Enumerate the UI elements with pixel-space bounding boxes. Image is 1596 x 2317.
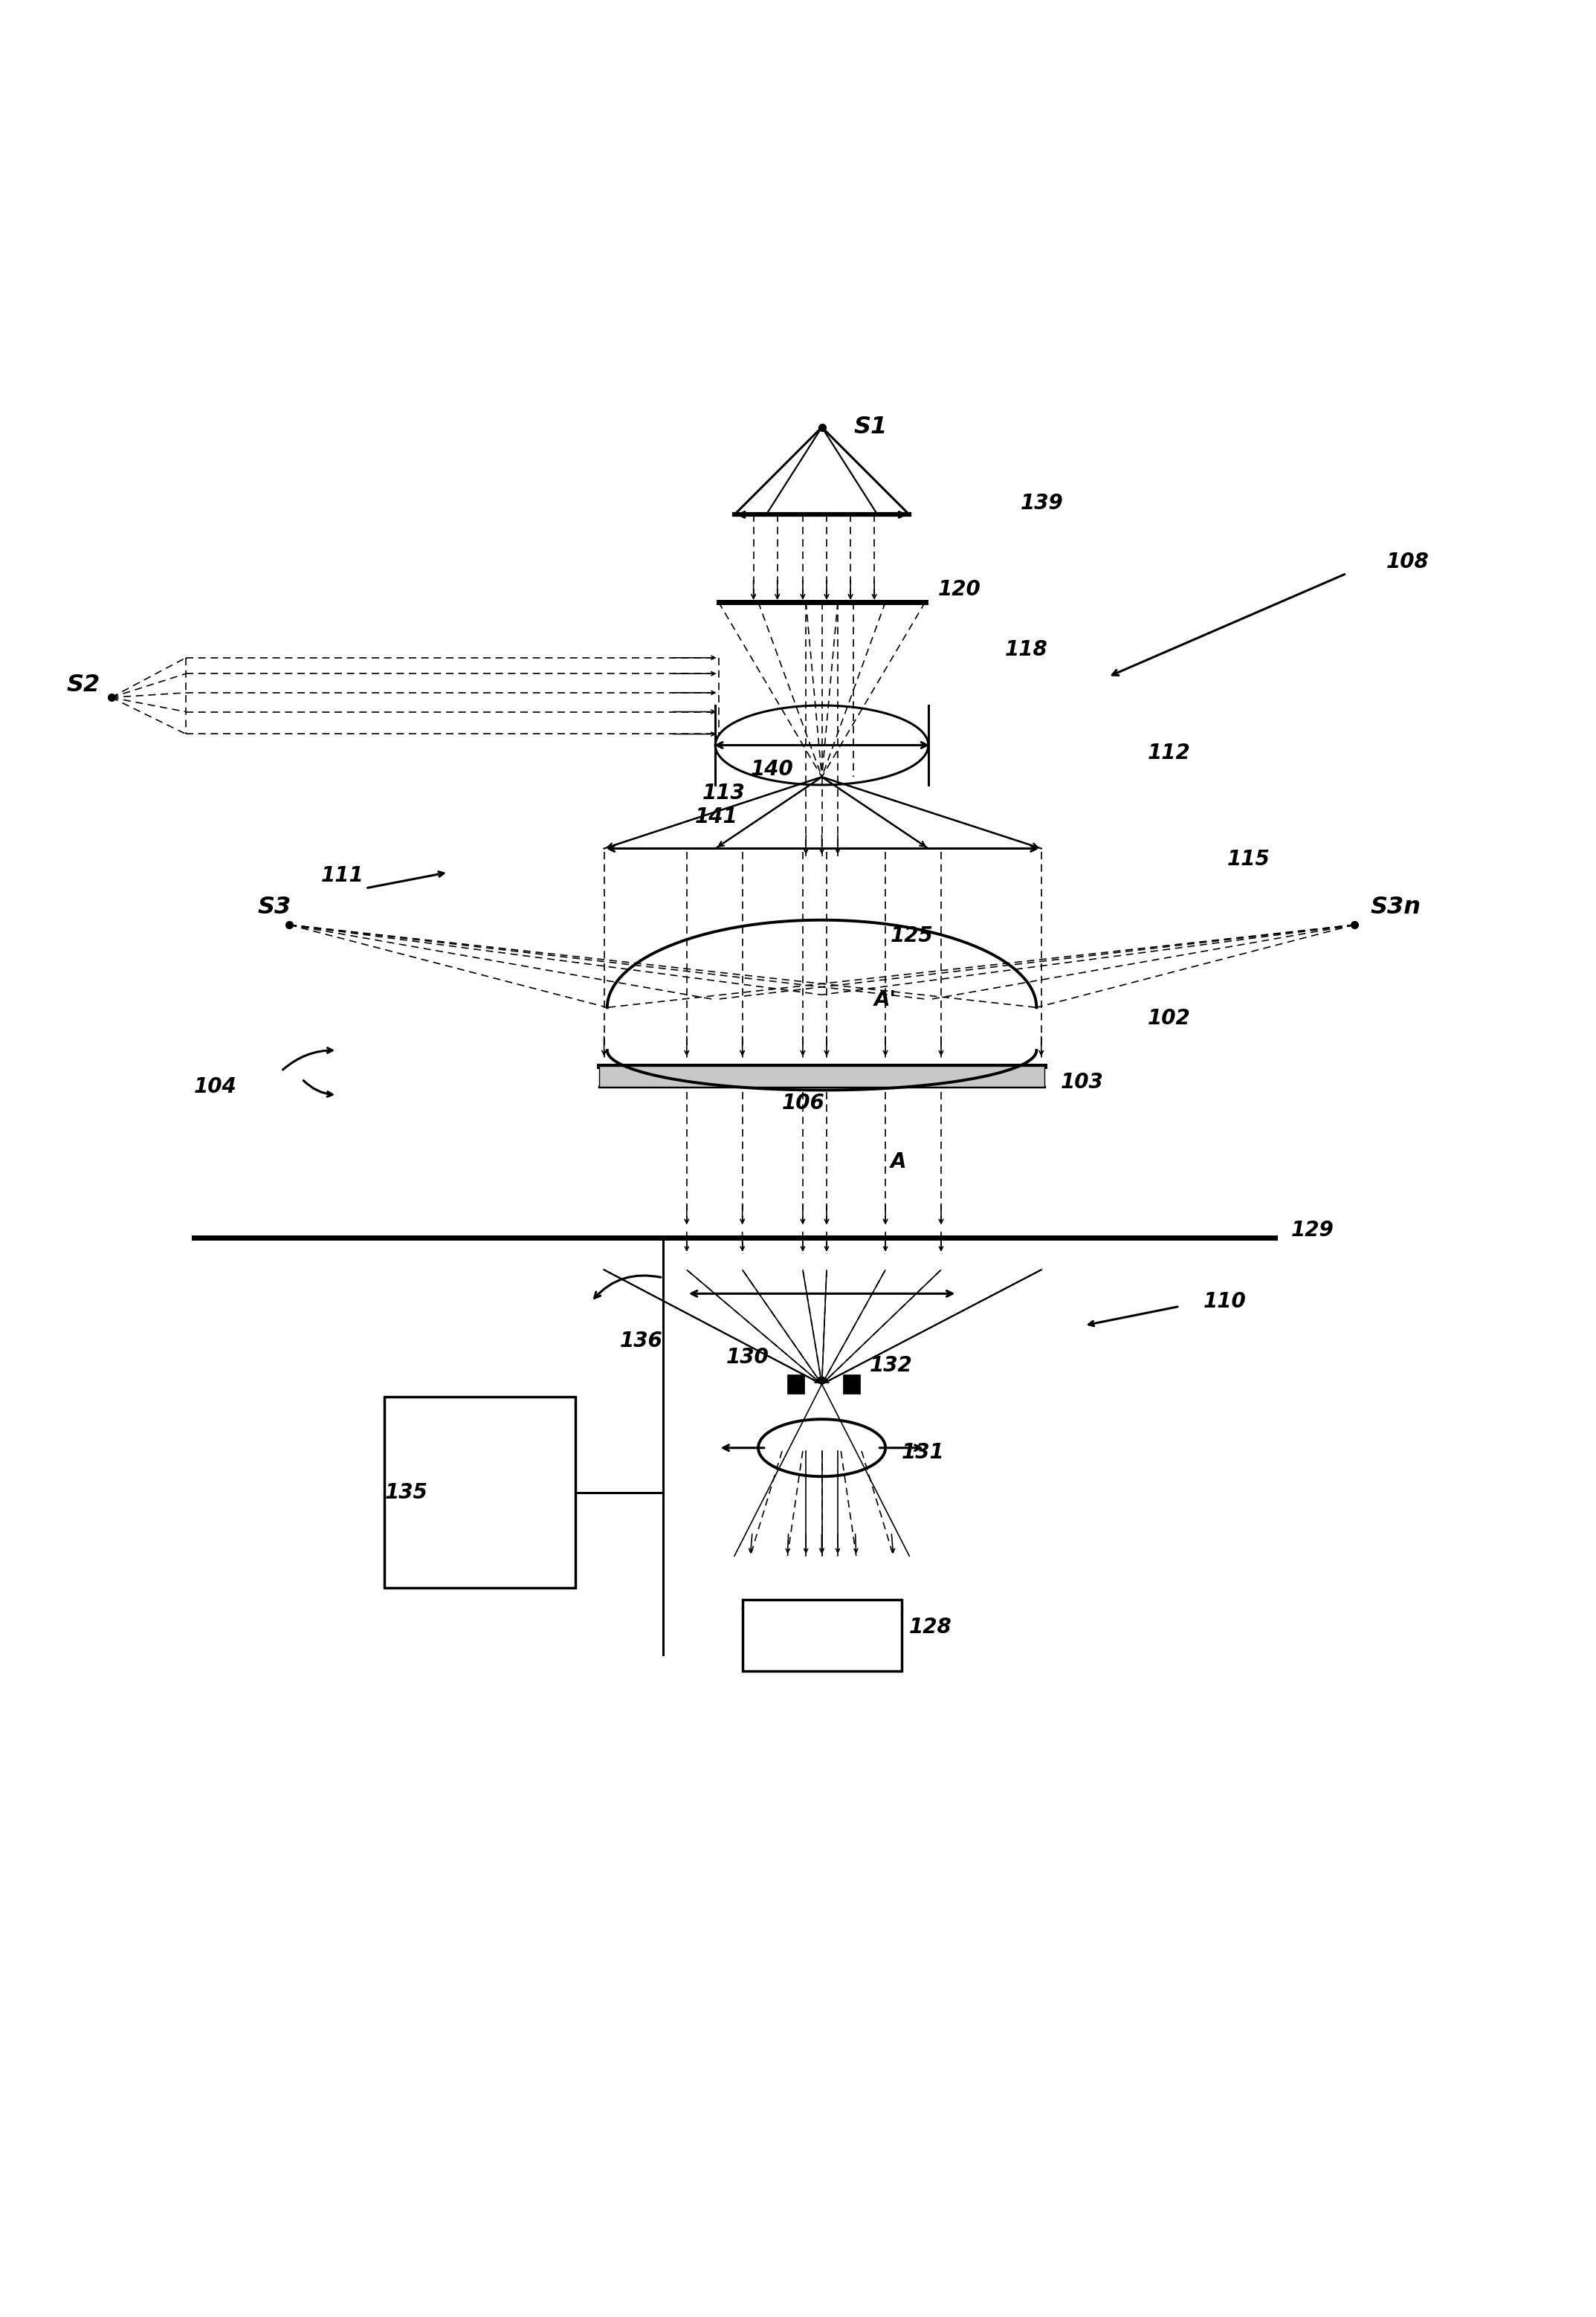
Text: 129: 129 — [1291, 1219, 1334, 1240]
Text: 128: 128 — [910, 1617, 953, 1638]
Text: 140: 140 — [750, 758, 793, 779]
Text: S3: S3 — [257, 897, 290, 920]
Text: 112: 112 — [1148, 744, 1191, 765]
Text: 141: 141 — [694, 806, 737, 827]
Bar — [843, 1374, 860, 1395]
Text: 139: 139 — [1020, 494, 1063, 514]
Text: S1: S1 — [854, 415, 887, 438]
Text: 108: 108 — [1387, 551, 1428, 572]
Text: 104: 104 — [193, 1077, 236, 1098]
Bar — [385, 1397, 576, 1587]
Text: 131: 131 — [902, 1441, 945, 1462]
Bar — [742, 1599, 902, 1671]
Text: 130: 130 — [726, 1346, 769, 1367]
Text: 136: 136 — [619, 1330, 662, 1351]
Bar — [598, 1066, 1044, 1087]
Text: 120: 120 — [938, 579, 982, 600]
Text: S2: S2 — [67, 674, 101, 697]
Text: 103: 103 — [1060, 1073, 1103, 1094]
Text: 113: 113 — [702, 783, 745, 804]
Text: 115: 115 — [1227, 850, 1270, 869]
Text: A': A' — [875, 989, 897, 1010]
Bar — [787, 1374, 804, 1395]
Text: A: A — [891, 1152, 907, 1172]
Text: 125: 125 — [891, 924, 934, 945]
Text: 118: 118 — [1004, 639, 1047, 660]
Text: 111: 111 — [321, 864, 364, 885]
Text: S3n: S3n — [1371, 897, 1420, 920]
Text: 132: 132 — [870, 1355, 913, 1376]
Text: 106: 106 — [782, 1091, 825, 1112]
Text: 135: 135 — [385, 1483, 428, 1504]
Text: 102: 102 — [1148, 1008, 1191, 1029]
Text: 110: 110 — [1203, 1291, 1246, 1311]
